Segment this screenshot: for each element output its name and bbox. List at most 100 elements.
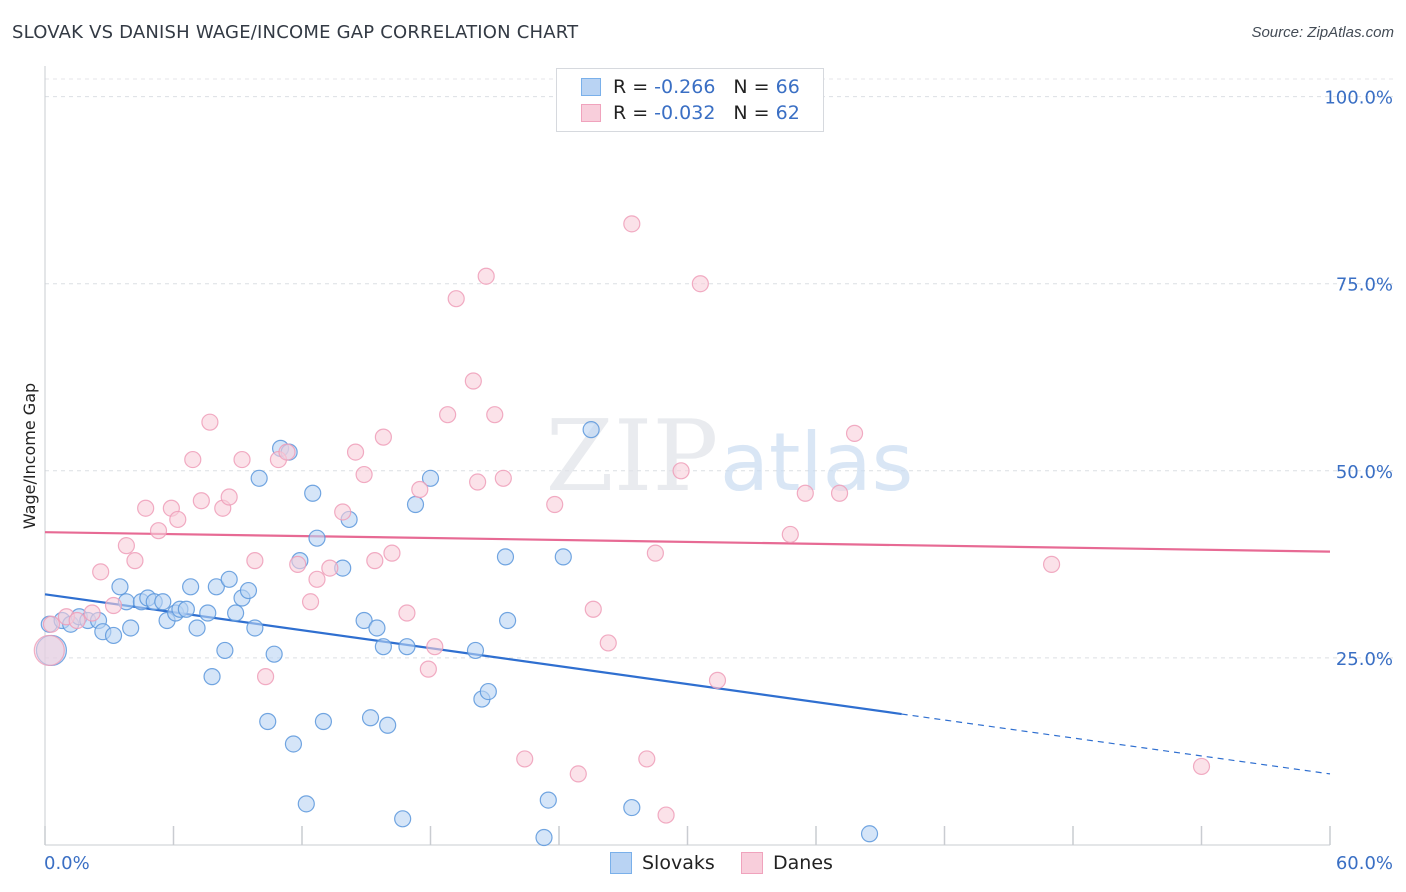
point-danes xyxy=(117,537,135,555)
point-slovaks xyxy=(250,469,268,487)
r-label: R = xyxy=(613,102,649,124)
point-slovaks xyxy=(297,795,315,813)
point-danes xyxy=(137,499,155,517)
n-value: 66 xyxy=(775,76,800,98)
point-danes xyxy=(83,604,101,622)
point-slovaks xyxy=(479,682,497,701)
point-danes xyxy=(657,806,675,824)
point-slovaks xyxy=(398,638,416,656)
point-danes xyxy=(599,634,617,652)
point-danes xyxy=(289,555,307,573)
point-slovaks xyxy=(539,791,557,809)
legend-item-slovaks[interactable]: Slovaks xyxy=(610,852,715,874)
point-danes xyxy=(781,525,799,544)
legend-label-slovaks: Slovaks xyxy=(642,852,715,874)
point-danes xyxy=(104,596,123,615)
legend-swatch-danes xyxy=(741,852,763,874)
point-danes xyxy=(1042,555,1061,573)
point-danes xyxy=(494,469,512,487)
point-slovaks xyxy=(216,641,234,660)
n-value: 62 xyxy=(775,102,800,124)
series-legend: Slovaks Danes xyxy=(0,852,1406,878)
point-danes xyxy=(233,450,251,469)
point-slovaks xyxy=(239,581,258,600)
point-danes xyxy=(646,544,664,562)
grid-lines xyxy=(45,78,1395,659)
point-slovaks xyxy=(496,548,515,566)
trend-lines xyxy=(44,531,1331,775)
correlation-legend: R = -0.266 N = 66 R = -0.032 N = 62 xyxy=(556,68,824,132)
point-danes xyxy=(426,638,444,656)
point-danes xyxy=(301,593,320,611)
point-slovaks xyxy=(227,604,245,622)
point-danes xyxy=(411,480,429,499)
point-slovaks xyxy=(203,668,221,686)
x-tick-label: 0.0% xyxy=(44,853,90,874)
point-large-danes xyxy=(33,634,65,667)
point-slovaks xyxy=(394,810,412,828)
trend-line-danes xyxy=(44,531,1331,553)
point-danes xyxy=(398,604,416,622)
point-slovaks xyxy=(421,469,440,487)
point-danes xyxy=(68,611,86,630)
point-danes xyxy=(92,563,110,581)
point-slovaks xyxy=(860,825,879,843)
chart-title: SLOVAK VS DANISH WAGE/INCOME GAP CORRELA… xyxy=(12,22,579,43)
y-axis-label: Wage/Income Gap xyxy=(20,383,39,529)
axis-labels: Wage/Income Gap xyxy=(20,383,39,529)
point-slovaks xyxy=(220,570,238,588)
point-danes xyxy=(447,290,465,308)
watermark-atlas: atlas xyxy=(720,416,913,509)
point-danes xyxy=(569,765,587,783)
point-slovaks xyxy=(368,619,386,637)
point-slovaks xyxy=(154,593,172,611)
point-slovaks xyxy=(182,578,200,596)
point-slovaks xyxy=(406,495,425,514)
source-label: Source: ZipAtlas.com xyxy=(1251,24,1394,41)
r-value: -0.032 xyxy=(654,102,716,124)
point-danes xyxy=(584,600,602,618)
point-danes xyxy=(419,660,437,678)
x-tick-label: 60.0% xyxy=(1336,853,1393,874)
point-danes xyxy=(796,484,814,502)
point-danes xyxy=(672,462,690,480)
y-tick-label: 100.0% xyxy=(1324,88,1393,109)
point-slovaks xyxy=(361,709,380,727)
point-danes xyxy=(355,465,373,484)
legend-swatch-slovaks xyxy=(610,852,632,874)
watermark-zip: ZIP xyxy=(546,400,719,514)
data-points xyxy=(33,215,1211,847)
point-slovaks xyxy=(304,484,322,502)
point-danes xyxy=(469,473,487,491)
point-danes xyxy=(192,492,210,510)
point-danes xyxy=(246,552,264,570)
point-danes xyxy=(321,559,339,577)
point-slovaks xyxy=(623,798,641,817)
point-slovaks xyxy=(104,626,123,645)
trend-line-extension-slovaks xyxy=(901,713,1331,775)
axes: 25.0% 50.0% 75.0% 100.0% 0.0% 60.0% xyxy=(44,66,1393,874)
point-slovaks xyxy=(499,611,517,630)
watermark: ZIP atlas xyxy=(546,400,914,514)
point-danes xyxy=(220,488,238,506)
point-danes xyxy=(126,552,144,570)
legend-swatch-danes xyxy=(581,104,601,122)
legend-label-danes: Danes xyxy=(773,852,833,874)
point-danes xyxy=(169,510,187,529)
point-danes xyxy=(439,406,457,424)
point-slovaks xyxy=(188,619,206,637)
point-danes xyxy=(830,484,849,502)
point-slovaks xyxy=(284,735,303,753)
point-slovaks xyxy=(207,578,225,596)
legend-item-danes[interactable]: Danes xyxy=(741,852,833,874)
point-danes xyxy=(464,372,482,390)
n-label: N = xyxy=(733,76,770,98)
point-danes xyxy=(366,552,384,570)
r-value: -0.266 xyxy=(654,76,716,98)
point-danes xyxy=(278,443,296,461)
point-danes xyxy=(374,428,392,446)
point-danes xyxy=(638,750,656,768)
point-danes xyxy=(486,406,504,424)
point-slovaks xyxy=(355,611,373,630)
